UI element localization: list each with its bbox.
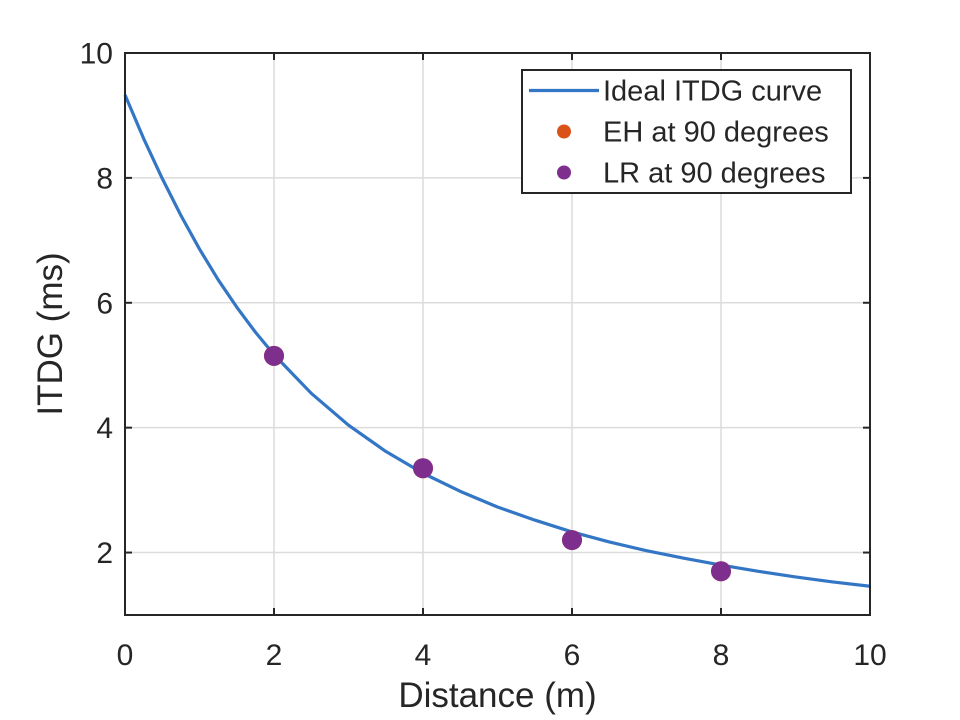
legend: Ideal ITDG curve EH at 90 degrees LR at 90… <box>521 69 852 194</box>
lr-data-point <box>562 530 582 551</box>
x-tick-label: 2 <box>266 639 283 672</box>
lr-data-point <box>264 345 284 366</box>
y-axis-label: ITDG (ms) <box>31 252 70 415</box>
y-tick-label: 2 <box>96 537 113 570</box>
axis-ticks <box>124 52 871 615</box>
lr-data-point <box>711 561 731 582</box>
legend-label: EH at 90 degrees <box>603 117 829 149</box>
data-series <box>123 94 871 588</box>
y-tick-label: 10 <box>80 38 113 71</box>
legend-label: LR at 90 degrees <box>603 158 825 190</box>
lr-data-point <box>413 458 433 479</box>
x-tick-label: 6 <box>564 639 581 672</box>
x-tick-label: 8 <box>713 639 730 672</box>
x-tick-labels: 0 2 4 6 8 10 <box>117 639 887 672</box>
legend-label: Ideal ITDG curve <box>603 76 822 108</box>
plot-frame <box>124 52 871 616</box>
x-tick-label: 0 <box>117 639 134 672</box>
x-tick-label: 10 <box>853 639 886 672</box>
legend-eh-marker <box>557 124 571 139</box>
x-tick-label: 4 <box>415 639 432 672</box>
legend-lr-marker <box>557 165 571 180</box>
y-tick-label: 8 <box>96 162 113 195</box>
y-tick-labels: 2 4 6 8 10 <box>80 38 113 571</box>
y-tick-label: 6 <box>96 287 113 320</box>
x-axis-label: Distance (m) <box>398 676 596 715</box>
y-tick-label: 4 <box>96 412 113 445</box>
